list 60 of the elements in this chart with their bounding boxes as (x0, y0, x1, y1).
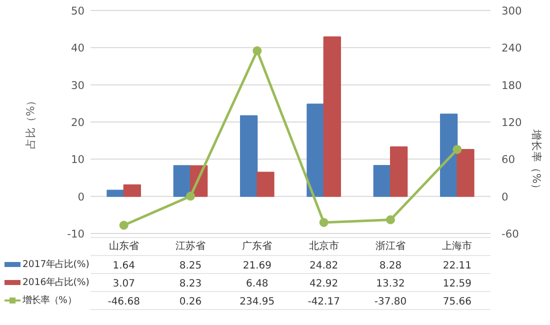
legend-label: 增长率（%） (22, 295, 76, 306)
x-tick-label: 江苏省 (176, 240, 206, 252)
y-tick-label: -10 (67, 228, 85, 240)
bar (306, 104, 324, 197)
bar (240, 115, 258, 197)
x-tick-label: 浙江省 (376, 240, 406, 252)
x-tick-label: 北京市 (308, 240, 339, 252)
x-tick-label: 广东省 (242, 240, 272, 252)
y-tick-label: 10 (70, 153, 85, 166)
bar (106, 190, 124, 197)
y-tick-label: 50 (70, 4, 85, 18)
data-label: 42.92 (310, 278, 338, 290)
bar (256, 172, 274, 197)
data-label: 12.59 (442, 278, 472, 290)
data-label: -37.80 (374, 296, 407, 308)
bar (123, 184, 141, 197)
data-label: 22.11 (442, 260, 472, 272)
y2-tick-label: 60 (502, 153, 516, 166)
data-label: 1.64 (112, 260, 135, 272)
y-tick-label: 0 (78, 190, 85, 204)
data-label: 0.26 (179, 296, 202, 308)
data-label: 24.82 (310, 260, 338, 272)
data-label: -46.68 (108, 296, 140, 308)
x-tick-label: 山东省 (108, 240, 139, 252)
bar (456, 149, 474, 197)
y-tick-label: 40 (70, 42, 85, 55)
point (252, 46, 262, 56)
bar (173, 165, 191, 197)
data-label: 8.28 (379, 260, 402, 272)
bar (373, 165, 391, 197)
y-axis-title: 占比（%） (24, 94, 37, 150)
point (119, 220, 128, 230)
data-label: 6.48 (246, 278, 268, 290)
bar (440, 114, 458, 197)
bar (323, 36, 341, 197)
y2-tick-label: 0 (502, 190, 508, 204)
data-label: 75.66 (442, 296, 472, 308)
y2-tick-label: -60 (502, 228, 520, 240)
legend-label: 2016年占比(%) (22, 277, 90, 288)
data-label: 3.07 (112, 278, 135, 290)
data-label: 13.32 (376, 278, 405, 290)
data-label: 21.69 (242, 260, 272, 272)
point (452, 144, 462, 154)
bar (390, 146, 408, 197)
y2-axis-title: 增长率（%） (530, 128, 543, 195)
y-tick-label: 20 (70, 116, 85, 129)
y2-tick-label: 120 (502, 116, 522, 129)
data-label: -42.17 (308, 296, 340, 308)
legend-label: 2017年占比(%) (22, 259, 90, 270)
y2-tick-label: 180 (502, 78, 522, 92)
point (186, 192, 195, 201)
y2-tick-label: 240 (502, 42, 522, 55)
point (319, 218, 328, 227)
y2-tick-label: 300 (502, 4, 522, 18)
data-label: 234.95 (240, 296, 275, 308)
x-tick-label: 上海市 (442, 240, 472, 252)
data-label: 8.23 (179, 278, 202, 290)
data-label: 8.25 (179, 260, 202, 272)
y-tick-label: 30 (70, 78, 85, 92)
point (386, 215, 395, 224)
